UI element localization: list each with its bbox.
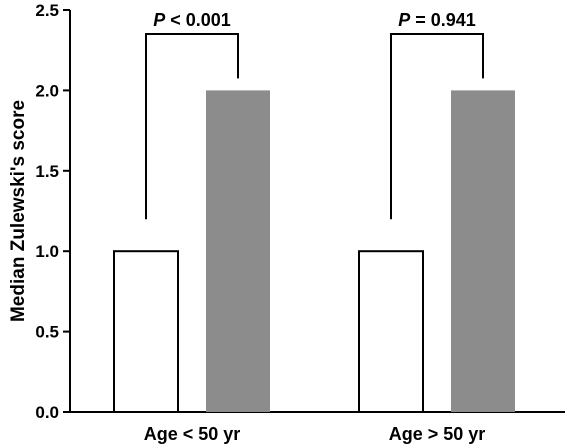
y-axis-label: Median Zulewski's score <box>8 100 29 322</box>
bar <box>451 90 515 413</box>
y-tick-label: 2.0 <box>35 81 59 100</box>
p-value-label: P = 0.941 <box>398 10 476 30</box>
category-labels: Age < 50 yr Age > 50 yr <box>144 424 486 444</box>
y-tick-label: 0.0 <box>35 403 59 422</box>
category-label: Age > 50 yr <box>389 424 486 444</box>
significance-bracket <box>390 33 484 220</box>
bars <box>113 90 515 413</box>
bar <box>358 250 424 413</box>
significance-bracket <box>145 33 239 220</box>
bar <box>113 250 179 413</box>
y-tick-label: 0.5 <box>35 323 59 342</box>
p-value-label: P < 0.001 <box>153 10 231 30</box>
annotations: P < 0.001 P = 0.941 <box>145 10 484 220</box>
y-tick-label: 1.0 <box>35 242 59 261</box>
y-tick-label: 2.5 <box>35 1 59 20</box>
y-tick-label: 1.5 <box>35 162 59 181</box>
category-label: Age < 50 yr <box>144 424 241 444</box>
bar <box>206 90 270 413</box>
